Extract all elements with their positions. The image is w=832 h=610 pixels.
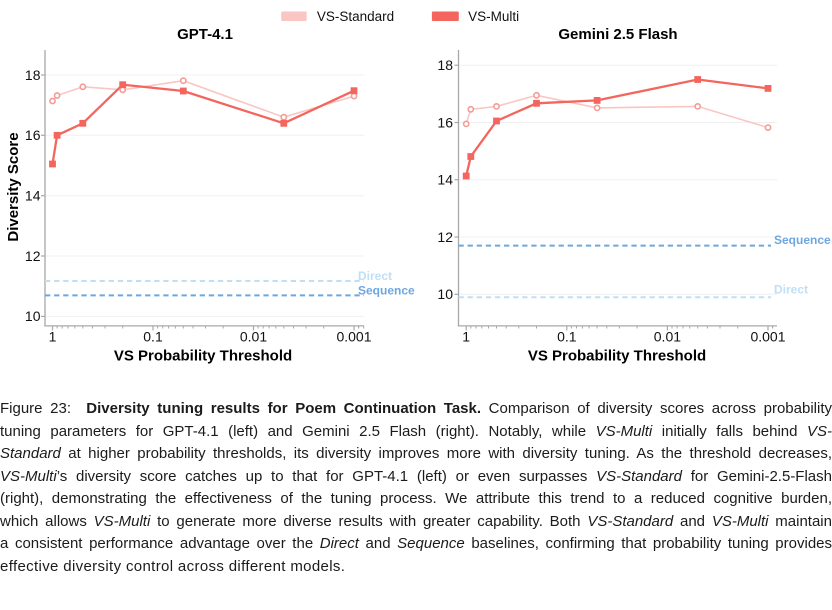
svg-text:12: 12 [437, 229, 453, 245]
svg-text:14: 14 [437, 172, 453, 188]
svg-text:Direct: Direct [774, 283, 808, 297]
svg-text:12: 12 [25, 248, 41, 264]
svg-text:Diversity Score: Diversity Score [5, 132, 22, 241]
svg-text:0.1: 0.1 [557, 329, 577, 345]
svg-text:0.001: 0.001 [336, 329, 371, 345]
svg-text:16: 16 [25, 127, 41, 143]
svg-text:VS Probability Threshold: VS Probability Threshold [528, 348, 706, 365]
svg-text:0.1: 0.1 [143, 329, 163, 345]
svg-text:10: 10 [25, 308, 41, 324]
svg-text:0.01: 0.01 [654, 329, 681, 345]
svg-text:1: 1 [462, 329, 470, 345]
svg-text:10: 10 [437, 286, 453, 302]
svg-text:0.01: 0.01 [240, 329, 267, 345]
svg-text:1: 1 [49, 329, 57, 345]
svg-text:GPT-4.1: GPT-4.1 [177, 26, 233, 43]
svg-text:VS Probability Threshold: VS Probability Threshold [114, 348, 292, 365]
svg-text:14: 14 [25, 188, 41, 204]
svg-text:Sequence: Sequence [774, 233, 831, 247]
svg-text:Gemini 2.5 Flash: Gemini 2.5 Flash [558, 26, 677, 43]
svg-text:18: 18 [25, 67, 41, 83]
svg-text:Direct: Direct [358, 269, 392, 283]
svg-text:VS-Standard: VS-Standard [317, 9, 394, 24]
svg-text:18: 18 [437, 57, 453, 73]
svg-text:Sequence: Sequence [358, 283, 415, 297]
svg-text:VS-Multi: VS-Multi [468, 9, 519, 24]
svg-text:0.001: 0.001 [750, 329, 785, 345]
svg-text:16: 16 [437, 114, 453, 130]
